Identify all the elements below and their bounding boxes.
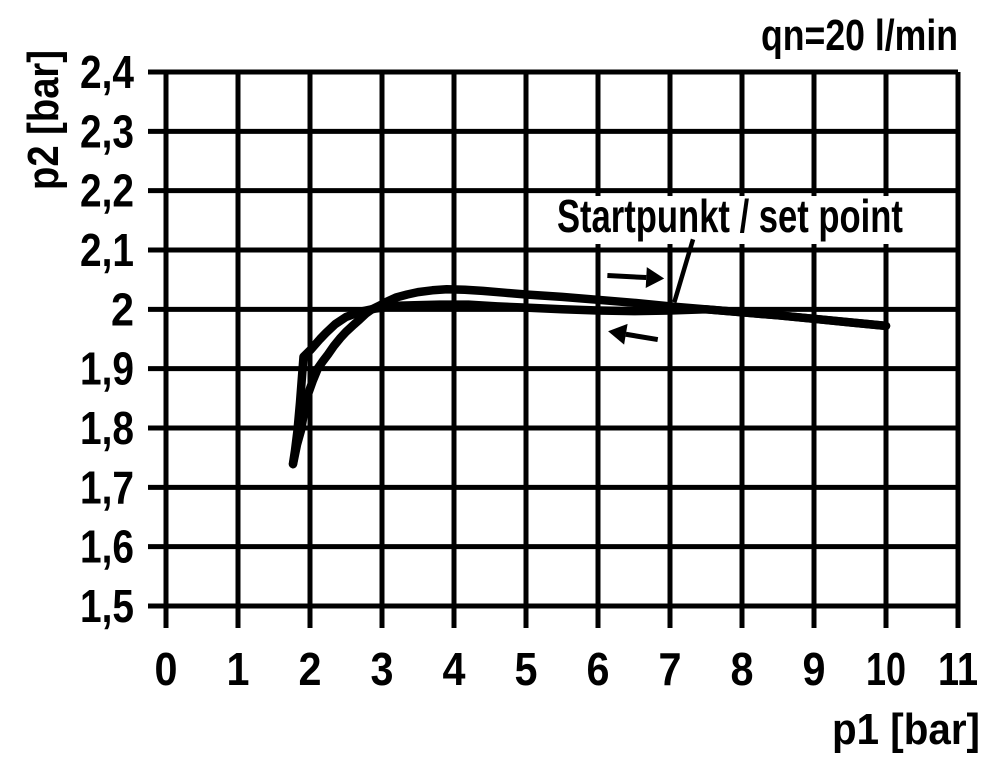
y-tick-label: 2,3: [80, 105, 134, 157]
y-tick-label: 2: [111, 283, 134, 335]
y-tick-label: 1,7: [80, 461, 134, 513]
y-tick-label: 2,2: [80, 165, 134, 217]
y-tick-label: 1,9: [80, 343, 134, 395]
set-point-label-box: [547, 196, 914, 245]
x-tick-label: 10: [866, 643, 906, 695]
x-tick-label: 7: [659, 643, 682, 695]
x-axis-title: p1 [bar]: [832, 705, 980, 754]
x-tick-label: 2: [299, 643, 322, 695]
y-tick-label: 1,5: [80, 580, 134, 632]
x-tick-label: 8: [731, 643, 754, 695]
x-tick-label: 9: [803, 643, 826, 695]
y-axis-title: p2 [bar]: [19, 50, 68, 190]
arrow-right: [607, 267, 665, 288]
x-tick-label: 4: [443, 643, 466, 695]
x-tick-label: 5: [515, 643, 538, 695]
x-tick-label: 1: [227, 643, 250, 695]
x-tick-label: 6: [587, 643, 610, 695]
y-tick-label: 1,8: [80, 402, 134, 454]
x-tick-label: 0: [155, 643, 178, 695]
set-point-leader-line: [672, 238, 696, 303]
x-tick-label: 11: [938, 643, 978, 695]
curve-pressure-falling: [288, 300, 891, 468]
chart-title: qn=20 l/min: [761, 11, 958, 60]
chart-grid: [148, 69, 961, 628]
x-tick-label: 3: [371, 643, 394, 695]
arrow-left: [608, 323, 659, 345]
y-tick-label: 2,1: [80, 224, 134, 276]
y-tick-label: 2,4: [80, 46, 134, 98]
set-point-label: Startpunkt / set point: [557, 190, 903, 242]
y-tick-label: 1,6: [80, 521, 134, 573]
